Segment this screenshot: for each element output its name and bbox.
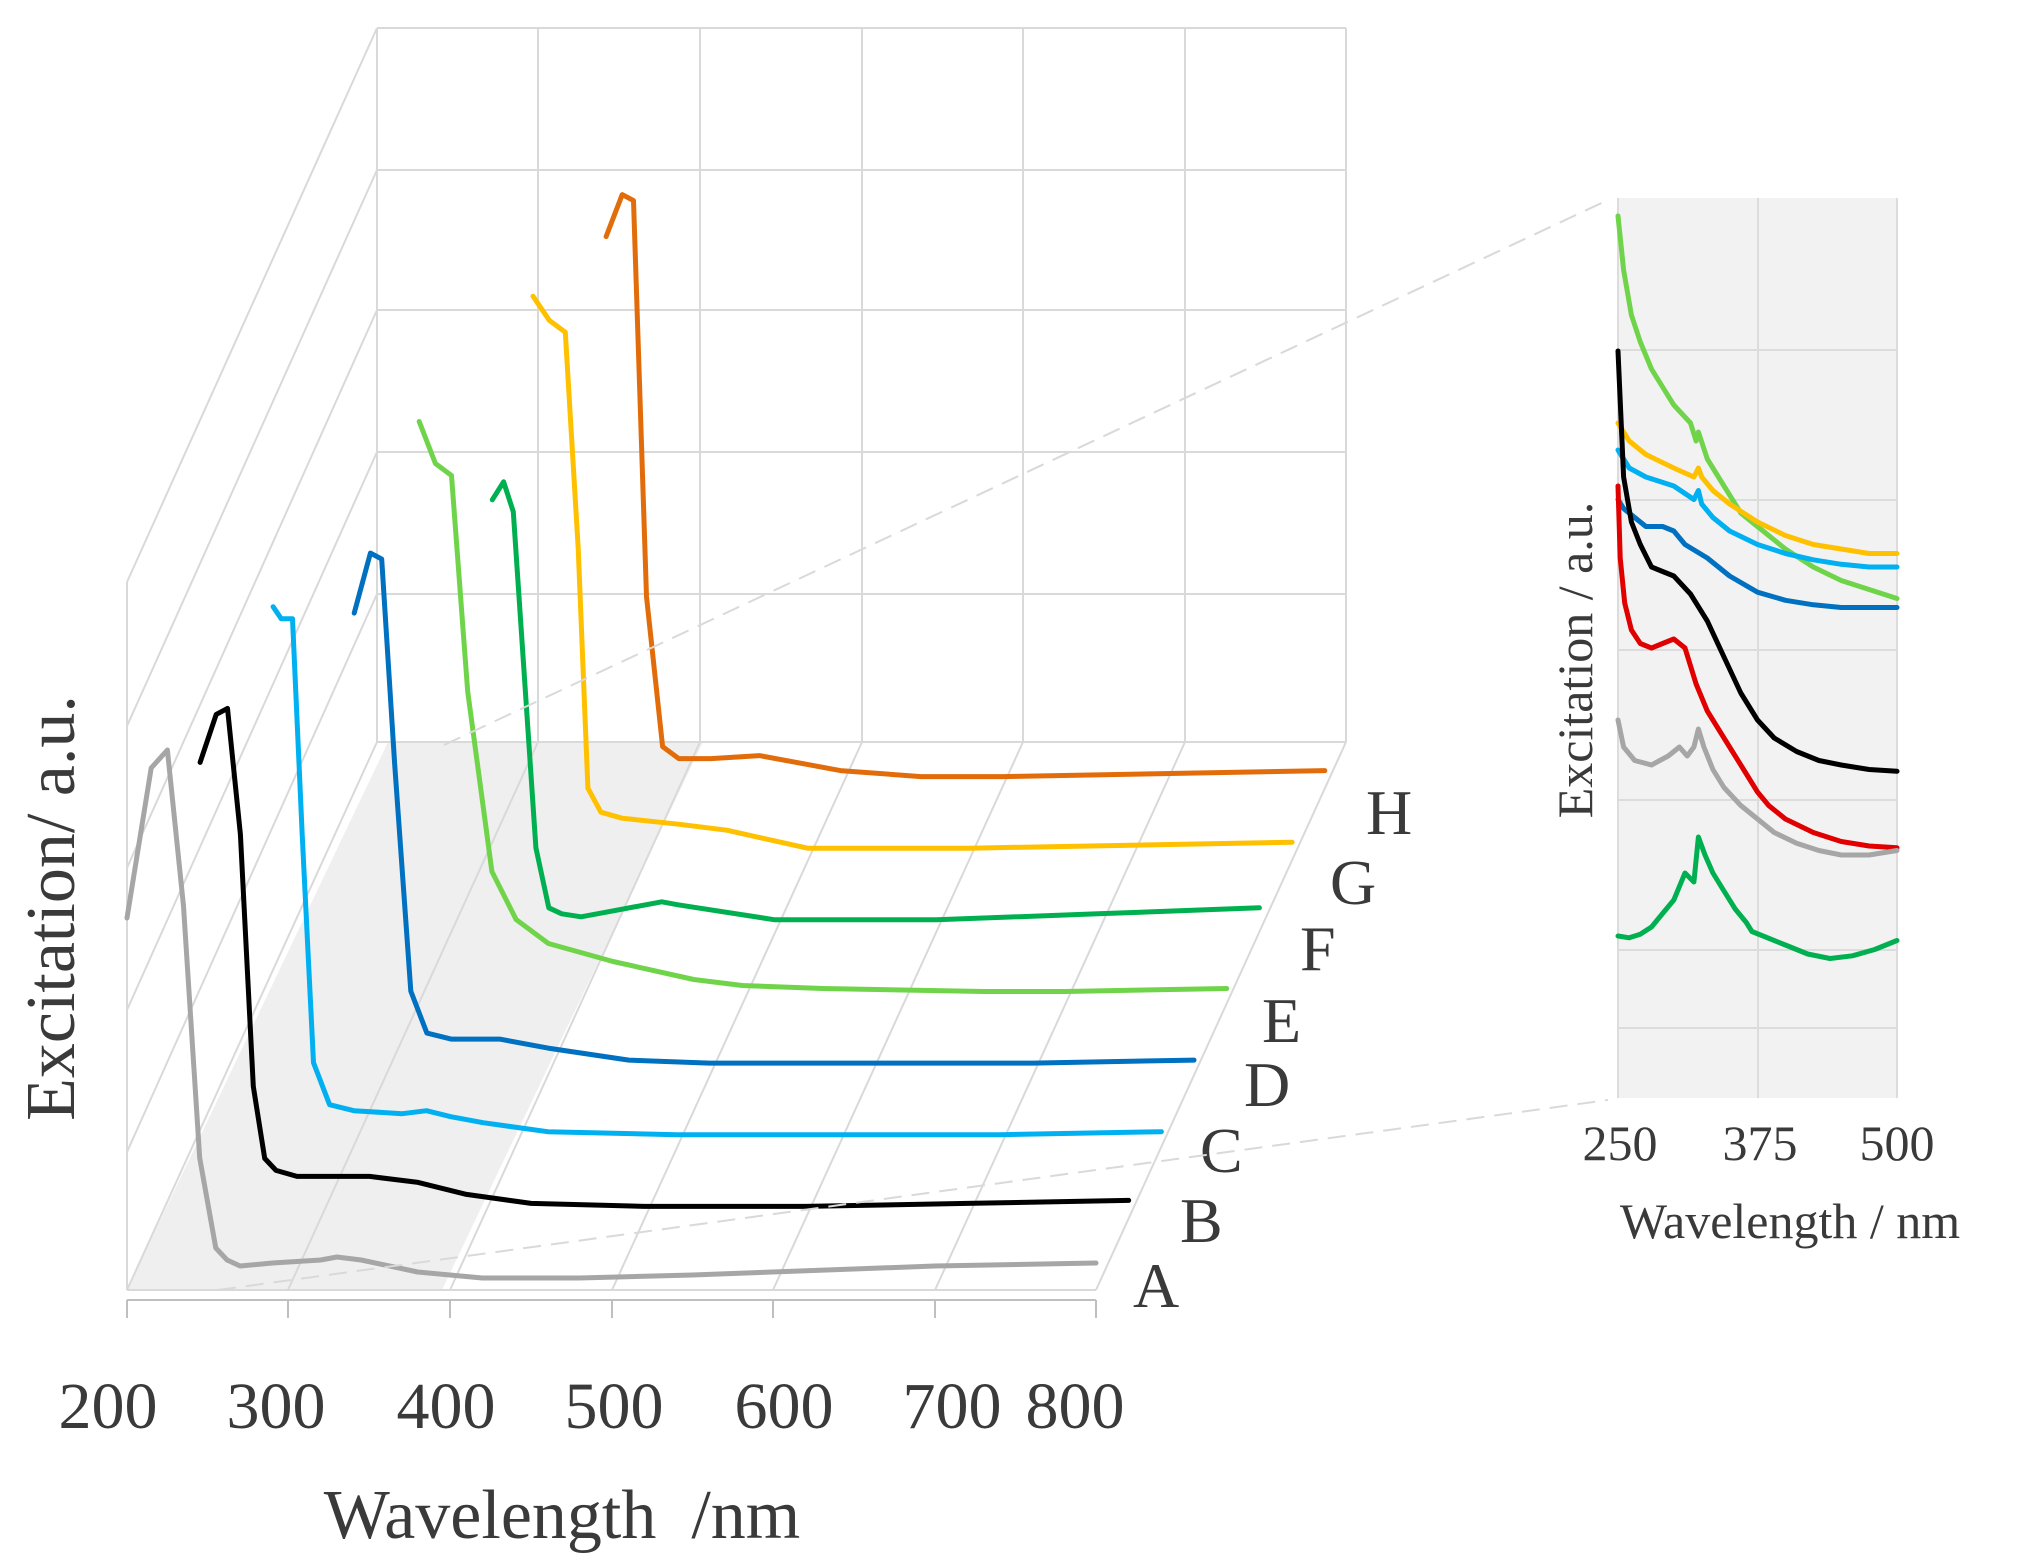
x-tick-label: 700 [903,1370,1002,1443]
x-axis-ticks [126,1299,1097,1318]
inset-series-line-0 [1615,213,1900,601]
x-tick-labels: 200 300 400 500 600 700 800 [59,1370,1125,1443]
x-tick-label: 500 [565,1370,664,1443]
inset-series-line-3 [1615,497,1900,610]
series-line-F [489,479,1262,923]
inset-series-line-7 [1615,834,1900,961]
main-chart: 200 300 400 500 600 700 800 A B C D E F … [13,27,1412,1554]
side-wall [126,27,378,1290]
inset-grid [1617,198,1898,1098]
inset-series-line-5 [1615,483,1900,851]
inset-x-tick-labels: 250 375 500 [1583,1115,1935,1171]
series-label: F [1300,913,1336,984]
series-label: A [1133,1250,1179,1321]
series-line-H [603,192,1328,780]
series-label: G [1330,847,1376,918]
highlight-region [127,742,703,1290]
x-tick-label: 400 [397,1370,496,1443]
inset-x-tick-label: 375 [1723,1115,1798,1171]
inset-chart: 250 375 500 Wavelength / nm Excitation /… [1547,198,1960,1249]
series-label: E [1262,985,1301,1056]
x-tick-label: 800 [1026,1370,1125,1443]
x-tick-label: 600 [735,1370,834,1443]
series-line-G [530,293,1295,851]
inset-x-axis-title: Wavelength / nm [1620,1193,1960,1249]
inset-series-line-6 [1615,717,1900,858]
inset-connectors [217,199,1609,1291]
series-line-D [351,550,1197,1066]
series-line-A [124,747,1099,1281]
floor-grid [126,741,1347,1291]
series-label: B [1180,1185,1223,1256]
series-line-E [416,419,1230,994]
x-tick-label: 200 [59,1370,158,1443]
y-axis-title: Excitation/ a.u. [13,695,90,1121]
main-series-group [124,192,1328,1281]
series-line-B [197,705,1132,1209]
x-tick-label: 300 [227,1370,326,1443]
inset-series-group [1615,213,1900,961]
inset-x-tick-label: 500 [1860,1115,1935,1171]
inset-x-tick-label: 250 [1583,1115,1658,1171]
series-line-C [270,604,1164,1138]
inset-series-line-1 [1615,420,1900,556]
series-label: C [1200,1115,1243,1186]
inset-y-axis-title: Excitation / a.u. [1547,502,1603,819]
x-axis-title: Wavelength /nm [324,1477,800,1554]
inset-series-line-4 [1615,348,1900,774]
series-label: D [1244,1049,1290,1120]
back-wall [376,27,1347,742]
series-labels: A B C D E F G H [1133,777,1412,1321]
series-label: H [1366,777,1412,848]
inset-series-line-2 [1615,447,1900,570]
